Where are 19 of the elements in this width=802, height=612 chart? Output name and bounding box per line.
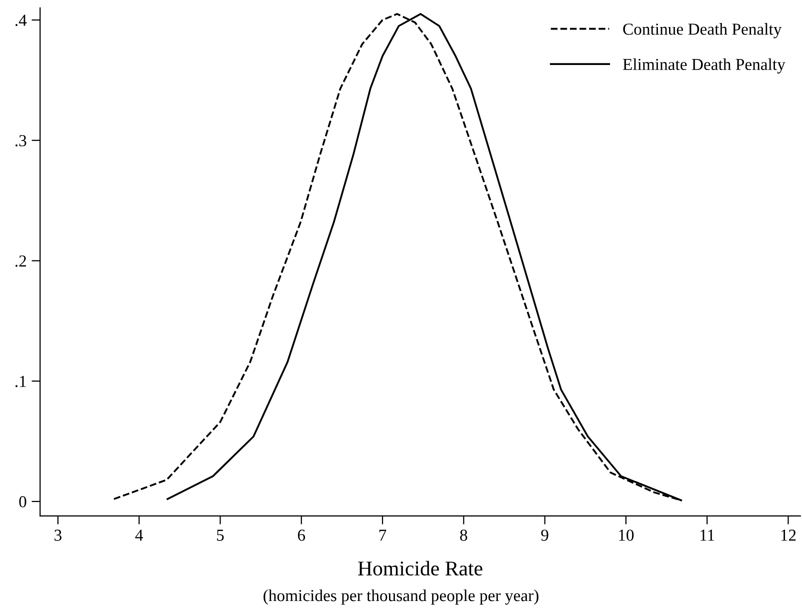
y-tick-label: .2 bbox=[16, 255, 26, 267]
x-tick-label: 3 bbox=[54, 530, 62, 541]
x-tick-label: 6 bbox=[298, 530, 306, 541]
legend-label: Eliminate Death Penalty bbox=[622, 58, 786, 74]
x-tick-label: 11 bbox=[700, 530, 714, 541]
x-tick-label: 12 bbox=[781, 530, 796, 541]
legend-label: Continue Death Penalty bbox=[623, 23, 782, 38]
y-tick-label: .1 bbox=[16, 376, 26, 388]
x-tick-label: 8 bbox=[460, 530, 468, 541]
x-tick-label: 9 bbox=[541, 530, 548, 541]
y-tick-label: .4 bbox=[16, 14, 27, 26]
y-tick-label: 0 bbox=[19, 496, 26, 508]
x-axis-title: Homicide Rate bbox=[358, 560, 482, 576]
text: (homicides per thousand people per year) bbox=[264, 589, 538, 605]
x-tick-label: 5 bbox=[217, 530, 224, 541]
x-tick-label: 10 bbox=[619, 530, 634, 541]
y-tick-label: .3 bbox=[16, 135, 26, 146]
x-tick-label: 4 bbox=[135, 530, 143, 541]
x-tick-label: 7 bbox=[379, 530, 386, 541]
